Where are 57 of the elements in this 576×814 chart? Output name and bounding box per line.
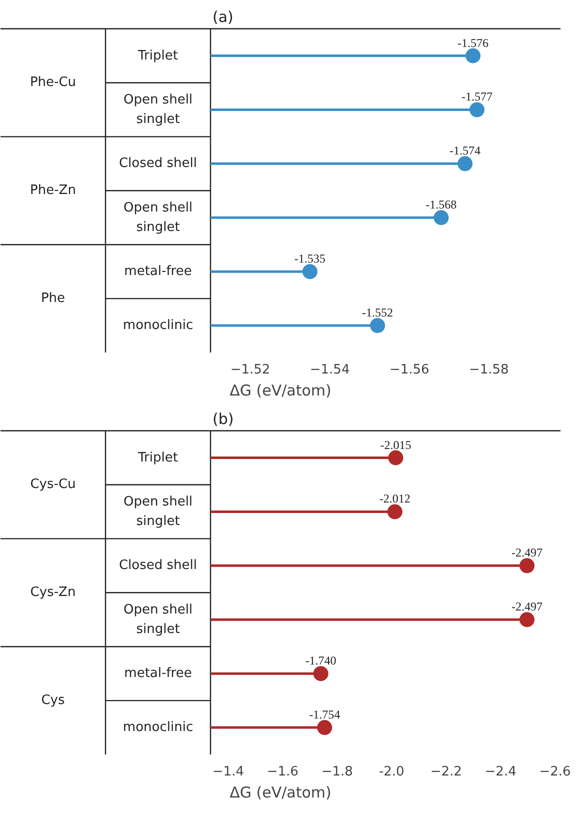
x-tick-label: −1.58 <box>468 362 509 378</box>
x-tick-label: −2.6 <box>539 764 571 780</box>
y-tick-label: Closed shell <box>118 558 198 574</box>
data-label: -1.568 <box>426 198 457 212</box>
data-label: -2.497 <box>512 546 542 560</box>
point <box>466 48 480 64</box>
data-label: -1.754 <box>309 708 340 722</box>
x-tick-label: -2.0 <box>378 764 404 780</box>
x-tick-label: −2.4 <box>484 764 516 780</box>
text: Cys-Cu <box>30 477 76 492</box>
y-tick-label: monoclinic <box>122 318 194 334</box>
point <box>370 318 386 334</box>
x-tick-label: −2.2 <box>430 764 462 780</box>
data-label: -1.577 <box>461 90 492 104</box>
chart-title: (b) <box>212 410 234 428</box>
point <box>434 210 449 226</box>
point <box>520 558 534 574</box>
y-tick-label: Triplet <box>137 48 178 64</box>
text: Cys <box>41 693 65 708</box>
data-label: -2.497 <box>512 600 542 614</box>
y-tick-label: metal-free <box>124 666 192 682</box>
text: Phe-Zn <box>30 183 76 198</box>
chart-title: (a) <box>212 8 234 26</box>
text: Phe-Cu <box>30 75 76 90</box>
point <box>469 102 484 118</box>
y-tick-label: Open shell singlet <box>123 494 193 529</box>
data-label: -1.576 <box>458 36 488 50</box>
point <box>302 264 318 280</box>
y-tick-label: Open shell singlet <box>123 200 193 235</box>
point <box>387 504 402 520</box>
point <box>388 450 404 466</box>
data-label: -2.012 <box>379 492 410 506</box>
x-tick-label: −1.6 <box>266 764 298 780</box>
x-tick-label: −1.56 <box>389 362 430 378</box>
data-label: -1.740 <box>305 654 336 668</box>
x-tick-label: −1.52 <box>230 362 270 378</box>
y-tick-label: Open shell singlet <box>123 92 193 127</box>
data-label: -1.574 <box>450 144 481 158</box>
data-label: -2.015 <box>380 438 412 452</box>
point <box>317 720 332 736</box>
x-axis-title: ΔG (eV/atom) <box>230 784 332 802</box>
y-tick-label: monoclinic <box>122 720 194 736</box>
point <box>458 156 473 172</box>
y-tick-label: Open shell singlet <box>123 602 193 637</box>
x-axis-title: ΔG (eV/atom) <box>230 382 332 400</box>
text: Phe <box>40 291 66 306</box>
x-tick-label: −1.8 <box>321 764 353 780</box>
x-tick-label: −1.4 <box>212 764 244 780</box>
x-tick-label: −1.54 <box>310 362 350 378</box>
text: Cys-Zn <box>30 585 76 600</box>
point <box>520 612 534 628</box>
data-label: -1.552 <box>362 306 394 320</box>
y-tick-label: Triplet <box>137 450 178 466</box>
y-tick-label: metal-free <box>124 264 192 280</box>
data-label: -1.535 <box>294 252 326 266</box>
y-tick-label: Closed shell <box>118 156 198 172</box>
point <box>313 666 328 682</box>
